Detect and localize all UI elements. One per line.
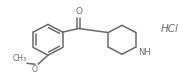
Text: NH: NH xyxy=(138,48,151,57)
Text: HCl: HCl xyxy=(161,24,179,34)
Text: O: O xyxy=(75,7,82,16)
Text: CH₃: CH₃ xyxy=(12,54,26,63)
Text: O: O xyxy=(32,65,37,74)
